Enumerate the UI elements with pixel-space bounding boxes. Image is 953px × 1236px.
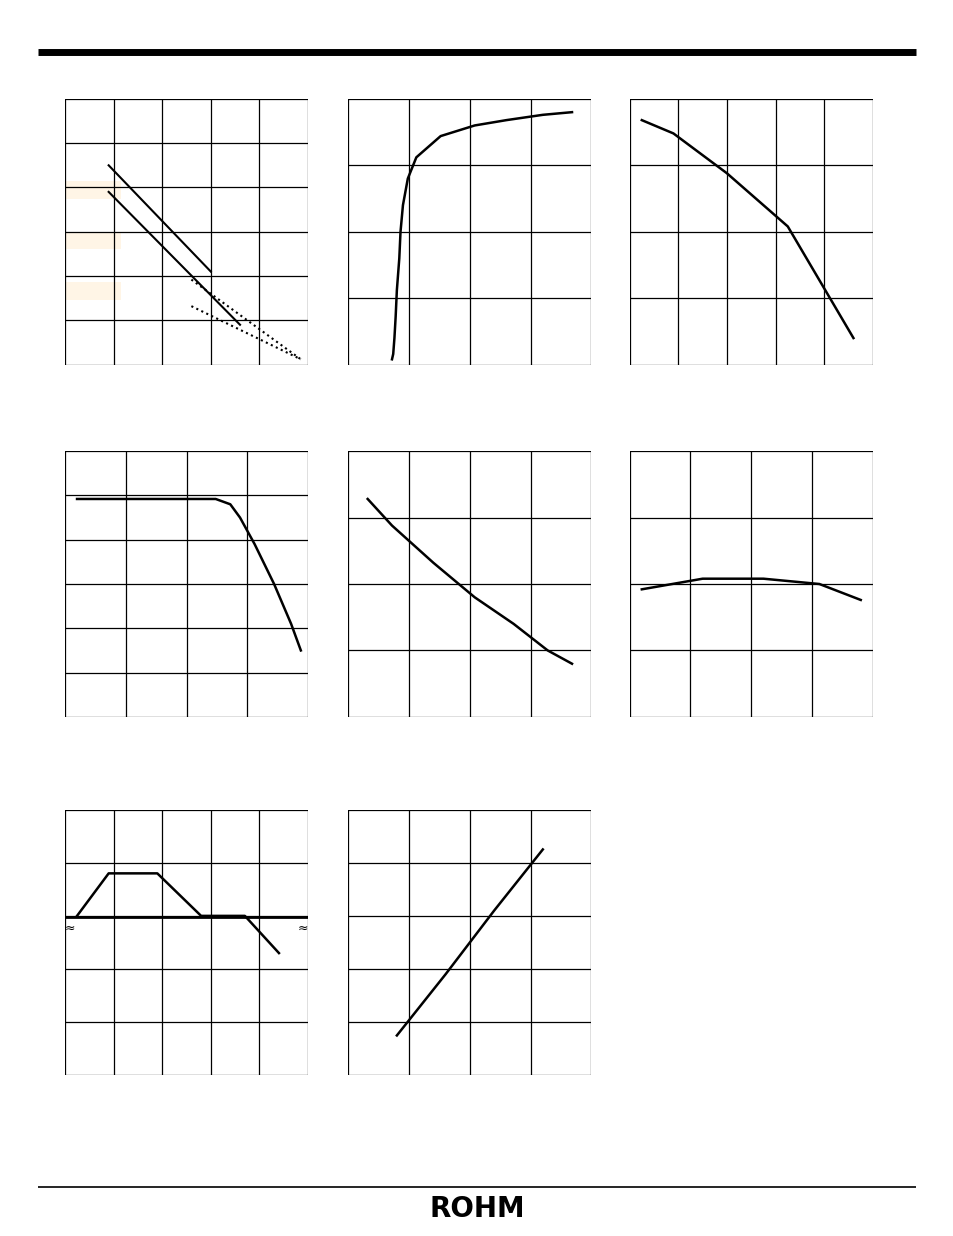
Bar xyxy=(65,182,121,199)
Bar xyxy=(65,282,121,299)
Bar xyxy=(65,232,121,248)
Text: ≈: ≈ xyxy=(65,921,75,934)
Text: ≈: ≈ xyxy=(297,921,308,934)
Text: ROHM: ROHM xyxy=(429,1195,524,1222)
